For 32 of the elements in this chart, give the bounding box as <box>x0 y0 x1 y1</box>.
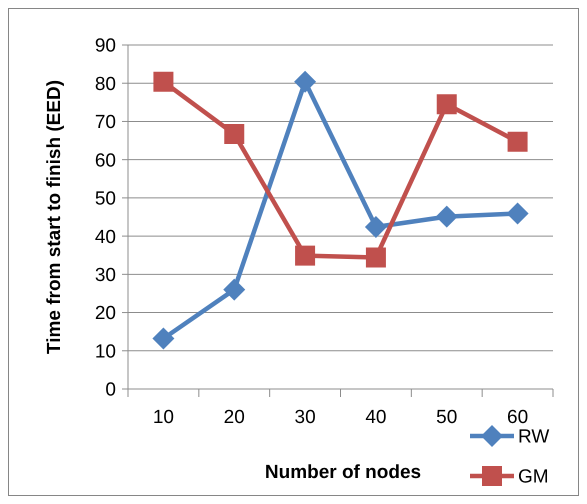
x-axis-title: Number of nodes <box>264 462 422 483</box>
point <box>436 206 458 228</box>
point <box>364 216 387 238</box>
point <box>436 94 457 114</box>
y-tick-label: 90 <box>94 36 116 57</box>
point <box>508 132 528 152</box>
point <box>153 72 174 92</box>
x-tick-label: 20 <box>224 407 245 428</box>
point <box>295 246 316 266</box>
x-tick-label: 10 <box>152 407 174 428</box>
y-tick-label: 10 <box>94 341 116 362</box>
y-tick-label: 20 <box>94 303 116 324</box>
y-tick-label: 50 <box>94 188 116 210</box>
y-tick-label: 60 <box>94 150 116 172</box>
y-tick-label: 40 <box>94 226 116 248</box>
y-tick-label: 0 <box>105 380 116 401</box>
y-tick-label: 30 <box>94 264 116 286</box>
legend-label: RW <box>518 426 550 448</box>
point <box>506 202 529 225</box>
point <box>366 248 386 268</box>
point <box>152 328 174 350</box>
y-tick-label: 80 <box>94 74 116 95</box>
x-tick-label: 40 <box>365 407 386 428</box>
x-tick-label: 60 <box>507 407 528 428</box>
point <box>294 70 316 93</box>
y-axis-title: Time from start to finish (EED) <box>44 80 65 354</box>
point <box>223 278 246 301</box>
y-tick-label: 70 <box>94 112 116 134</box>
point <box>224 124 244 144</box>
x-tick-label: 50 <box>436 407 458 428</box>
legend-label: GM <box>518 466 549 488</box>
x-tick-label: 30 <box>294 407 316 428</box>
